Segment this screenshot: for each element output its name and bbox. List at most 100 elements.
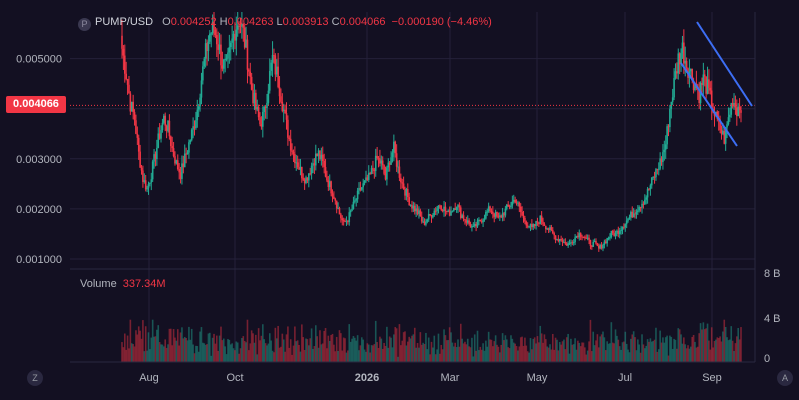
candle-body <box>624 224 627 228</box>
volume-bar <box>126 335 129 362</box>
candle-body <box>444 206 447 211</box>
volume-bar <box>529 338 532 362</box>
volume-bar <box>356 335 359 362</box>
candle-body <box>522 215 525 219</box>
candle-body <box>432 215 434 218</box>
candle-body <box>420 216 423 222</box>
volume-bar <box>574 338 576 362</box>
volume-bar <box>419 332 422 362</box>
candle-body <box>458 205 461 208</box>
candle-body <box>210 33 213 35</box>
candle-body <box>150 179 153 183</box>
volume-bar <box>545 339 547 362</box>
candle-body <box>453 208 455 212</box>
candle-body <box>314 153 317 166</box>
volume-bar <box>737 327 740 362</box>
volume-bar <box>487 331 490 362</box>
candle-body <box>220 44 222 66</box>
candle-body <box>354 200 356 202</box>
candle-body <box>277 66 279 88</box>
candle-body <box>121 35 123 49</box>
volume-bar <box>324 328 327 362</box>
volume-bar <box>130 343 133 362</box>
volume-bar <box>476 330 479 362</box>
candle-body <box>490 210 493 212</box>
volume-label: Volume <box>80 278 117 290</box>
volume-bar <box>192 344 194 362</box>
auto-scale-button[interactable]: A <box>777 370 793 386</box>
candle-body <box>365 177 367 181</box>
candle-body <box>221 65 224 69</box>
volume-bar <box>494 335 497 362</box>
candle-body <box>578 233 581 238</box>
volume-bar <box>478 350 480 362</box>
candle-body <box>447 210 450 212</box>
candle-body <box>416 208 419 214</box>
volume-bar <box>720 341 723 362</box>
volume-bar <box>320 344 323 362</box>
candle-body <box>273 54 275 56</box>
volume-bar <box>243 340 246 362</box>
volume-bar <box>220 326 222 362</box>
volume-bar <box>270 340 272 362</box>
volume-bar <box>681 343 684 362</box>
volume-bar <box>540 333 543 362</box>
candle-body <box>169 136 172 147</box>
volume-bar <box>653 339 656 362</box>
volume-bar <box>345 352 348 362</box>
volume-bar <box>149 349 151 362</box>
candle-body <box>706 79 709 94</box>
volume-tick-label: 8 B <box>764 268 781 280</box>
volume-bar <box>564 349 567 362</box>
candle-body <box>253 92 256 104</box>
volume-bar <box>156 329 158 362</box>
candle-body <box>448 210 451 216</box>
volume-bar <box>618 346 621 362</box>
volume-bar <box>457 339 459 362</box>
volume-bar <box>646 339 649 362</box>
volume-bar <box>404 331 406 362</box>
candle-body <box>271 54 274 63</box>
volume-bar <box>708 340 710 362</box>
time-axis[interactable]: Aug Oct 2026 Mar May Jul Sep <box>139 372 722 384</box>
volume-bar <box>503 340 505 362</box>
candle-body <box>326 176 328 181</box>
volume-bar <box>567 333 569 362</box>
volume-bar <box>517 350 519 362</box>
volume-bar <box>588 341 590 362</box>
volume-bar <box>291 354 293 362</box>
candle-body <box>623 226 625 228</box>
candle-body <box>349 210 352 213</box>
volume-bar <box>524 337 526 362</box>
volume-bar <box>413 327 416 362</box>
volume-bar <box>437 333 440 362</box>
volume-bar <box>202 342 204 362</box>
volume-bar <box>532 338 535 362</box>
candle-body <box>511 201 514 206</box>
volume-bar <box>266 345 268 362</box>
volume-bar <box>423 343 426 362</box>
volume-bar <box>565 337 568 362</box>
volume-bar <box>274 327 277 362</box>
candle-body <box>319 150 321 160</box>
candle-body <box>340 214 342 219</box>
volume-bar <box>195 345 197 362</box>
symbol-name[interactable]: PUMP/USD <box>95 16 154 28</box>
volume-bar <box>464 341 466 362</box>
volume-bar <box>167 344 169 362</box>
candle-body <box>436 208 438 212</box>
volume-bar <box>420 344 423 362</box>
candle-body <box>216 35 218 45</box>
candle-body <box>727 117 730 125</box>
trendline-channel[interactable] <box>680 21 753 147</box>
zoom-button[interactable]: Z <box>27 370 43 386</box>
candle-body <box>674 71 677 78</box>
volume-bar <box>176 329 179 362</box>
volume-bar <box>387 347 390 362</box>
volume-bar <box>386 326 388 362</box>
volume-bar <box>163 346 165 362</box>
volume-bar <box>522 345 525 362</box>
volume-bar <box>740 327 742 362</box>
